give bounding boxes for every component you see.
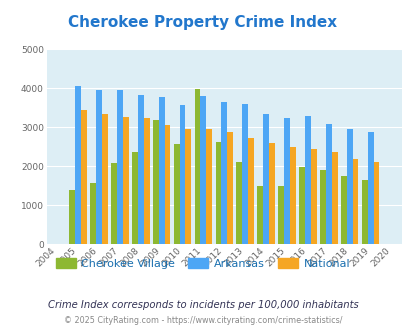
Bar [325,124,331,244]
Bar [164,125,170,244]
Text: Crime Index corresponds to incidents per 100,000 inhabitants: Crime Index corresponds to incidents per… [47,300,358,310]
Bar [75,86,81,244]
Bar [340,176,346,244]
Bar [117,90,122,244]
Bar [206,129,212,244]
Bar [242,104,247,244]
Bar [90,183,96,244]
Bar [257,186,262,244]
Bar [96,90,102,244]
Bar [111,163,117,244]
Bar [247,138,254,244]
Bar [361,180,367,244]
Text: Cherokee Property Crime Index: Cherokee Property Crime Index [68,15,337,30]
Bar [310,149,316,244]
Bar [81,110,87,244]
Bar [346,129,352,244]
Bar [227,132,232,244]
Bar [122,117,128,244]
Bar [319,170,325,244]
Bar [367,132,373,244]
Bar [158,97,164,244]
Bar [69,190,75,244]
Bar [352,158,358,244]
Bar [143,118,149,244]
Bar [102,114,107,244]
Bar [179,105,185,244]
Bar [373,162,378,244]
Bar [304,116,310,244]
Bar [185,129,191,244]
Bar [277,186,284,244]
Bar [269,143,274,244]
Bar [132,152,137,244]
Bar [289,147,295,244]
Bar [137,95,143,244]
Bar [152,120,158,244]
Legend: Cherokee Village, Arkansas, National: Cherokee Village, Arkansas, National [51,254,354,273]
Bar [215,142,221,244]
Bar [262,114,269,244]
Bar [200,96,206,244]
Bar [331,152,337,244]
Bar [298,168,304,244]
Bar [173,144,179,244]
Bar [236,162,242,244]
Text: © 2025 CityRating.com - https://www.cityrating.com/crime-statistics/: © 2025 CityRating.com - https://www.city… [64,316,341,325]
Bar [194,89,200,244]
Bar [221,102,227,244]
Bar [284,118,289,244]
